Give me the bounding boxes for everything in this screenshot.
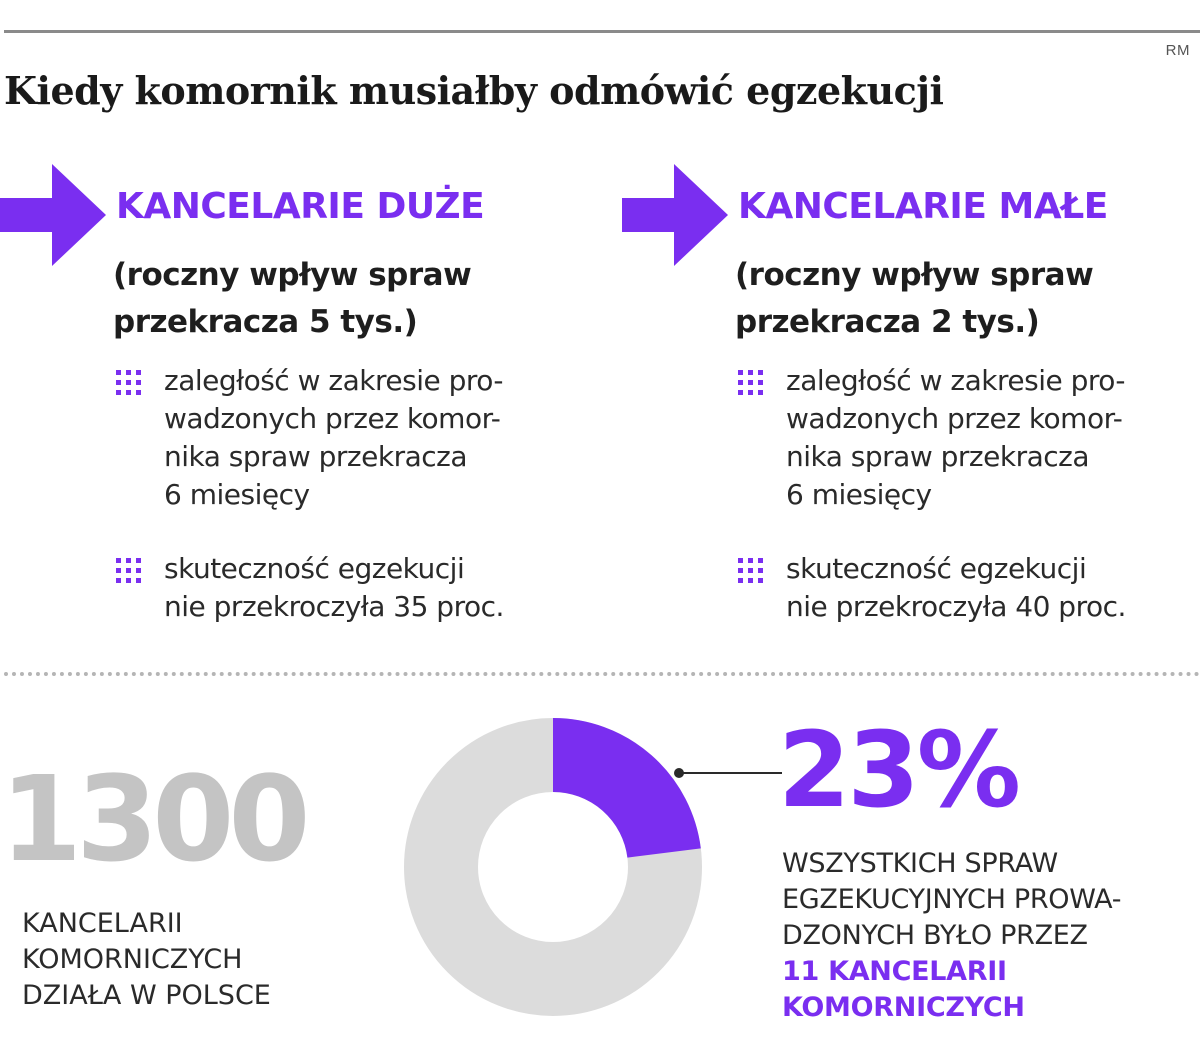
page-title: Kiedy komornik musiałby odmówić egzekucj… [4, 68, 944, 113]
leader-line [678, 772, 782, 774]
arrow-right-icon [622, 164, 728, 266]
dot-grid-icon [738, 558, 763, 583]
offices-count: 1300 [0, 750, 310, 888]
column-large-offices: KANCELARIE DUŻE (roczny wpływ spraw prze… [0, 0, 590, 640]
share-highlight: 11 KANCELARII KOMORNICZYCH [782, 956, 1025, 1023]
criterion-text: zaległość w zakresie pro- wadzonych prze… [164, 364, 504, 511]
author-credit: RM [1165, 42, 1190, 59]
criterion-text: skuteczność egzekucji nie przekroczyła 3… [164, 552, 504, 623]
criterion-text: zaległość w zakresie pro- wadzonych prze… [786, 364, 1126, 511]
share-caption: WSZYSTKICH SPRAW EGZEKUCYJNYCH PROWA- DZ… [782, 848, 1122, 951]
offices-count-caption: KANCELARII KOMORNICZYCH DZIAŁA W POLSCE [22, 908, 271, 1011]
column-small-offices: KANCELARIE MAŁE (roczny wpływ spraw prze… [622, 0, 1200, 640]
category-title: KANCELARIE MAŁE [738, 186, 1108, 227]
leader-dot [674, 768, 684, 778]
category-subtitle: (roczny wpływ spraw przekracza 5 tys.) [113, 257, 472, 340]
share-donut-chart [404, 718, 702, 1016]
share-percentage: 23% [778, 709, 1021, 831]
arrow-right-icon [0, 164, 106, 266]
donut-share-slice [551, 718, 701, 859]
category-subtitle: (roczny wpływ spraw przekracza 2 tys.) [735, 257, 1094, 340]
criterion-text: skuteczność egzekucji nie przekroczyła 4… [786, 552, 1126, 623]
dot-grid-icon [116, 558, 141, 583]
section-divider [4, 672, 1200, 676]
dot-grid-icon [738, 370, 763, 395]
category-title: KANCELARIE DUŻE [116, 186, 485, 227]
dot-grid-icon [116, 370, 141, 395]
top-rule [4, 30, 1200, 33]
